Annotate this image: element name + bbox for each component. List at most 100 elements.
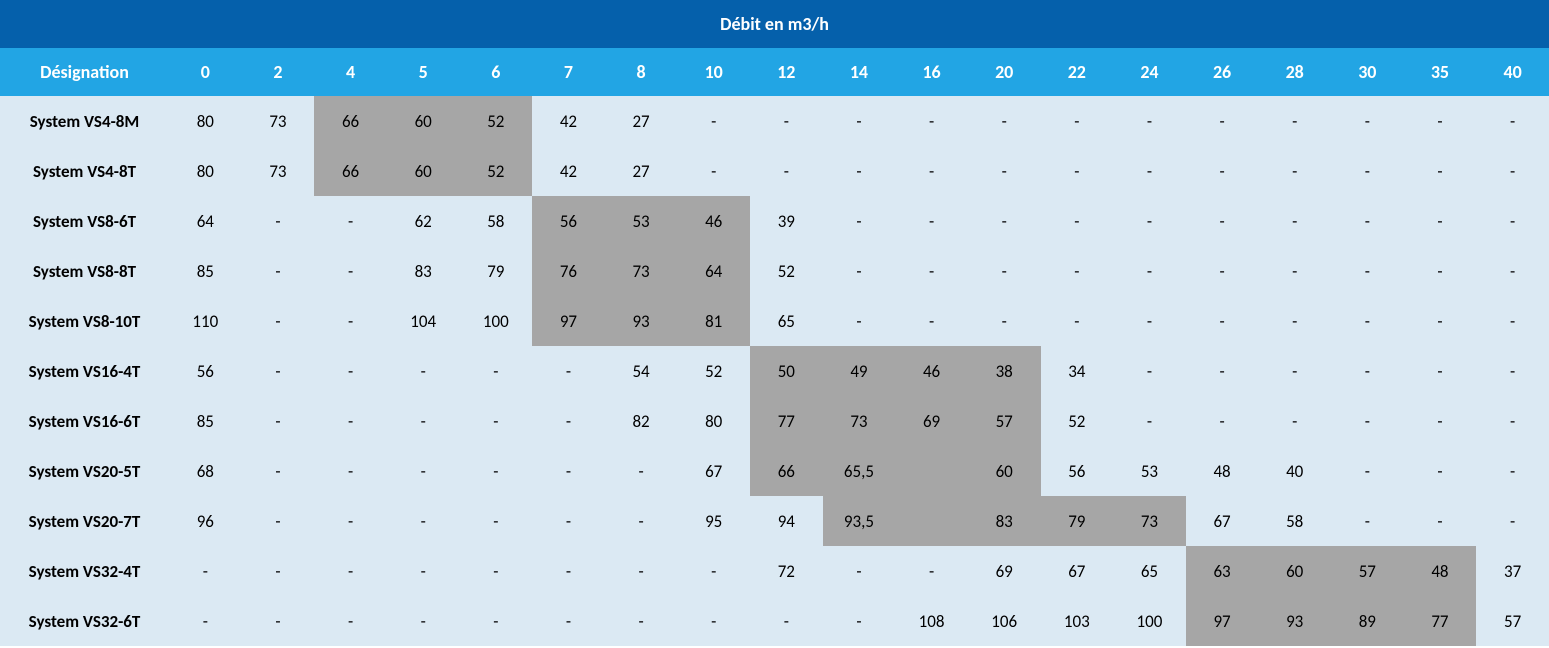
row-label: System VS8-10T <box>0 296 169 346</box>
data-cell: - <box>750 596 823 646</box>
data-cell: 52 <box>460 146 533 196</box>
data-cell: - <box>823 196 896 246</box>
data-cell: - <box>169 546 242 596</box>
data-cell: 66 <box>750 446 823 496</box>
data-cell: 83 <box>968 496 1041 546</box>
data-cell: - <box>1113 346 1186 396</box>
data-cell: - <box>895 246 968 296</box>
table-row: System VS8-6T64--625856534639---------- <box>0 196 1549 246</box>
data-cell: - <box>968 246 1041 296</box>
data-cell: - <box>895 546 968 596</box>
col-header: 10 <box>677 48 750 96</box>
data-cell: - <box>314 296 387 346</box>
data-cell: - <box>1113 246 1186 296</box>
data-cell: - <box>1331 446 1404 496</box>
data-cell: - <box>1404 446 1477 496</box>
data-cell: 76 <box>532 246 605 296</box>
data-cell: 53 <box>605 196 678 246</box>
data-cell: 63 <box>1186 546 1259 596</box>
data-cell: 104 <box>387 296 460 346</box>
data-cell: 103 <box>1041 596 1114 646</box>
data-cell: - <box>1331 396 1404 446</box>
data-cell: 53 <box>1113 446 1186 496</box>
data-cell: 89 <box>1331 596 1404 646</box>
data-cell: - <box>242 346 315 396</box>
data-cell: - <box>387 596 460 646</box>
data-cell: 73 <box>242 146 315 196</box>
data-cell: - <box>1113 396 1186 446</box>
data-cell: - <box>1331 346 1404 396</box>
data-cell: - <box>750 146 823 196</box>
data-cell: - <box>677 546 750 596</box>
data-cell: - <box>314 546 387 596</box>
data-cell: 64 <box>169 196 242 246</box>
data-cell: 80 <box>169 96 242 146</box>
col-header: 22 <box>1041 48 1114 96</box>
data-cell: 40 <box>1258 446 1331 496</box>
data-cell: 46 <box>895 346 968 396</box>
data-cell: 85 <box>169 396 242 446</box>
data-cell: - <box>1258 146 1331 196</box>
data-cell: - <box>1404 346 1477 396</box>
data-cell: 97 <box>532 296 605 346</box>
data-cell: - <box>314 396 387 446</box>
data-cell: 77 <box>750 396 823 446</box>
table-row: System VS20-7T96------959493,58379736758… <box>0 496 1549 546</box>
data-cell: 93 <box>605 296 678 346</box>
data-cell: 46 <box>677 196 750 246</box>
data-cell: - <box>242 546 315 596</box>
data-cell: - <box>1113 196 1186 246</box>
col-header: 26 <box>1186 48 1259 96</box>
data-cell: - <box>314 446 387 496</box>
data-cell: - <box>1476 146 1549 196</box>
row-label: System VS20-5T <box>0 446 169 496</box>
data-cell: 52 <box>460 96 533 146</box>
col-header: 40 <box>1476 48 1549 96</box>
data-cell: - <box>1404 496 1477 546</box>
data-cell: - <box>314 496 387 546</box>
data-cell: - <box>1186 296 1259 346</box>
data-cell: 100 <box>1113 596 1186 646</box>
data-cell: - <box>1331 246 1404 296</box>
data-cell: 60 <box>387 146 460 196</box>
data-cell: - <box>1258 246 1331 296</box>
data-cell: - <box>1186 196 1259 246</box>
data-cell: - <box>1404 146 1477 196</box>
data-cell: - <box>532 546 605 596</box>
data-cell: 56 <box>1041 446 1114 496</box>
row-label: System VS4-8T <box>0 146 169 196</box>
data-cell: - <box>968 196 1041 246</box>
data-cell: - <box>460 596 533 646</box>
data-cell: - <box>823 596 896 646</box>
data-cell: - <box>1186 96 1259 146</box>
super-header: Débit en m3/h <box>0 0 1549 48</box>
data-cell: - <box>1476 196 1549 246</box>
col-header-designation: Désignation <box>0 48 169 96</box>
data-cell: - <box>387 346 460 396</box>
table-row: System VS4-8M80736660524227------------ <box>0 96 1549 146</box>
data-cell: - <box>1331 296 1404 346</box>
data-cell: - <box>1476 246 1549 296</box>
data-cell: - <box>605 546 678 596</box>
data-cell: 68 <box>169 446 242 496</box>
flow-rate-table: Débit en m3/h Désignation024567810121416… <box>0 0 1549 646</box>
data-cell: 77 <box>1404 596 1477 646</box>
data-cell: - <box>460 346 533 396</box>
data-cell: - <box>823 296 896 346</box>
data-cell: 39 <box>750 196 823 246</box>
data-cell: 97 <box>1186 596 1259 646</box>
data-cell: - <box>1476 496 1549 546</box>
row-label: System VS16-6T <box>0 396 169 446</box>
data-cell: 80 <box>169 146 242 196</box>
data-cell: 93,5 <box>823 496 896 546</box>
data-cell: - <box>532 396 605 446</box>
data-cell: 60 <box>968 446 1041 496</box>
table-body: System VS4-8M80736660524227------------S… <box>0 96 1549 646</box>
data-cell: 69 <box>895 396 968 446</box>
data-cell: - <box>1476 296 1549 346</box>
data-cell: - <box>750 96 823 146</box>
row-label: System VS32-6T <box>0 596 169 646</box>
data-cell: 100 <box>460 296 533 346</box>
data-cell: - <box>1041 296 1114 346</box>
data-cell: 48 <box>1186 446 1259 496</box>
